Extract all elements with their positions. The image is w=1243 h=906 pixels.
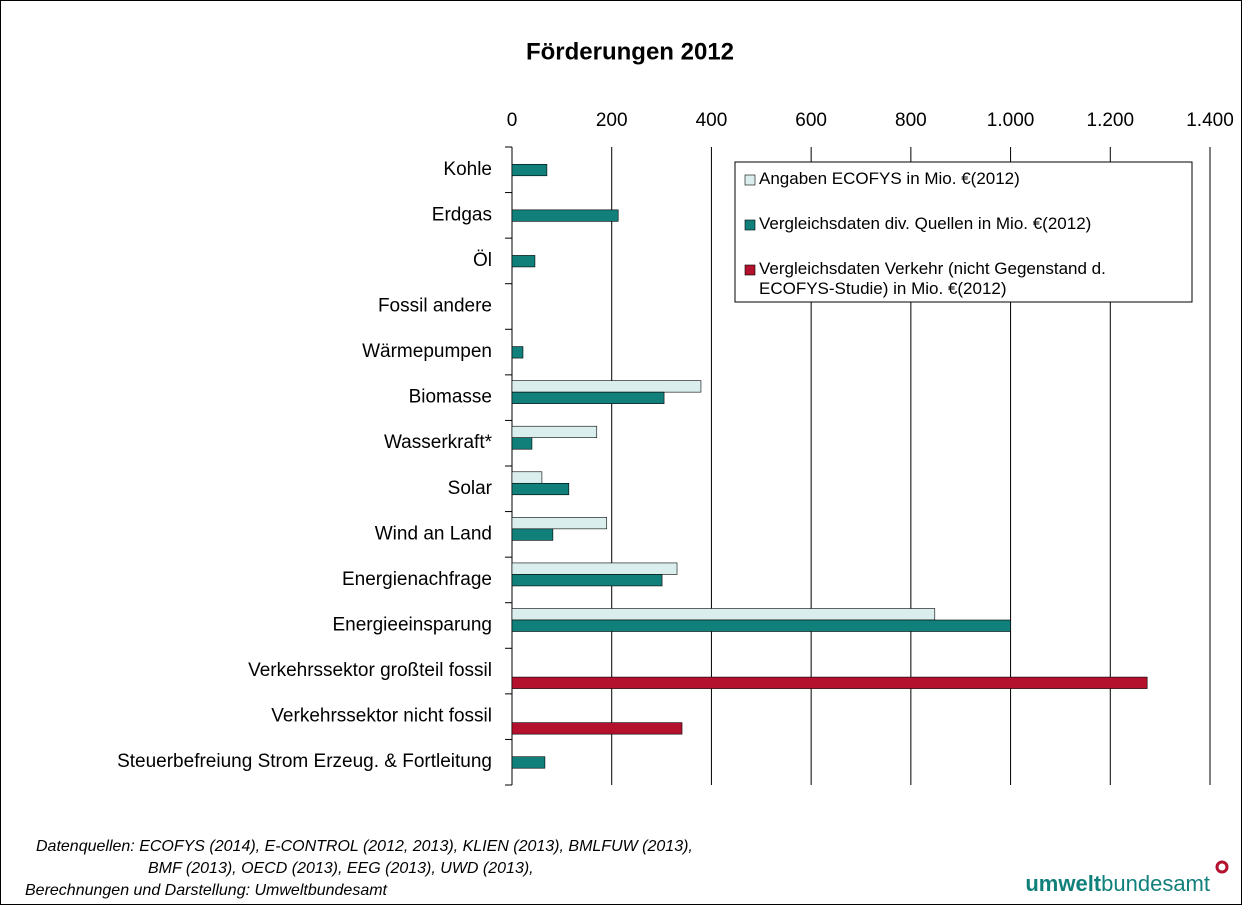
y-tick-label: Solar <box>448 478 493 499</box>
x-tick-label: 600 <box>795 110 827 131</box>
y-tick-label: Fossil andere <box>378 296 492 317</box>
y-tick-label: Energieeinsparung <box>332 615 492 636</box>
source-note: Berechnungen und Darstellung: Umweltbund… <box>25 882 388 899</box>
x-tick-label: 0 <box>507 110 518 131</box>
y-tick-label: Wärmepumpen <box>362 341 492 362</box>
legend-swatch <box>744 174 756 186</box>
logo-bold: umwelt <box>1025 871 1101 896</box>
bar <box>511 574 663 587</box>
legend-line: Vergleichsdaten div. Quellen in Mio. €(2… <box>759 214 1091 233</box>
x-tick-label: 1.400 <box>1186 110 1234 131</box>
bar <box>511 163 548 177</box>
legend-line: Vergleichsdaten Verkehr (nicht Gegenstan… <box>759 259 1106 278</box>
bar <box>511 255 536 268</box>
x-tick-label: 800 <box>895 110 927 131</box>
bar <box>511 756 546 769</box>
y-tick-label: Kohle <box>443 159 492 180</box>
logo: umweltbundesamt <box>1025 860 1229 896</box>
legend-line: Angaben ECOFYS in Mio. €(2012) <box>759 169 1020 188</box>
y-tick-label: Verkehrssektor nicht fossil <box>271 706 492 727</box>
bar <box>511 346 524 359</box>
x-tick-label: 400 <box>696 110 728 131</box>
bar <box>511 722 683 735</box>
bar <box>511 380 702 393</box>
y-tick-label: Wasserkraft* <box>384 432 493 453</box>
bar <box>511 437 533 450</box>
bar <box>511 676 1148 689</box>
legend-swatch <box>744 219 756 231</box>
chart-title: Förderungen 2012 <box>526 38 734 65</box>
legend-label: Vergleichsdaten div. Quellen in Mio. €(2… <box>759 214 1091 233</box>
legend-label: Angaben ECOFYS in Mio. €(2012) <box>759 169 1020 188</box>
bar <box>511 471 543 484</box>
x-tick-label: 1.000 <box>987 110 1035 131</box>
bar <box>511 562 678 575</box>
bar <box>511 608 936 621</box>
y-tick-label: Wind an Land <box>375 523 492 544</box>
x-tick-label: 1.200 <box>1087 110 1135 131</box>
bar <box>511 482 570 496</box>
y-tick-label: Biomasse <box>409 387 492 408</box>
source-note: BMF (2013), OECD (2013), EEG (2013), UWD… <box>148 860 534 877</box>
y-tick-label: Steuerbefreiung Strom Erzeug. & Fortleit… <box>117 751 492 772</box>
legend-swatch <box>744 264 756 276</box>
y-tick-label: Erdgas <box>432 204 492 225</box>
bar <box>511 425 598 439</box>
x-tick-label: 200 <box>596 110 628 131</box>
y-tick-label: Verkehrssektor großteil fossil <box>248 660 492 681</box>
bar <box>511 391 665 404</box>
bar <box>511 517 608 530</box>
logo-rest: bundesamt <box>1101 871 1210 896</box>
y-tick-label: Öl <box>473 250 492 271</box>
bar <box>511 209 619 222</box>
legend-box <box>734 161 1193 303</box>
y-tick-label: Energienachfrage <box>342 569 492 590</box>
legend: Angaben ECOFYS in Mio. €(2012) Vergleichs… <box>734 161 1193 303</box>
source-note: Datenquellen: ECOFYS (2014), E-CONTROL (… <box>36 838 693 855</box>
bar <box>511 619 1011 632</box>
bar <box>511 528 554 541</box>
logo-mark <box>1215 860 1229 874</box>
legend-label: Vergleichsdaten Verkehr (nicht Gegenstan… <box>759 259 1106 298</box>
legend-line: ECOFYS-Studie) in Mio. €(2012) <box>759 279 1007 298</box>
logo-text: umweltbundesamt <box>1025 871 1210 896</box>
